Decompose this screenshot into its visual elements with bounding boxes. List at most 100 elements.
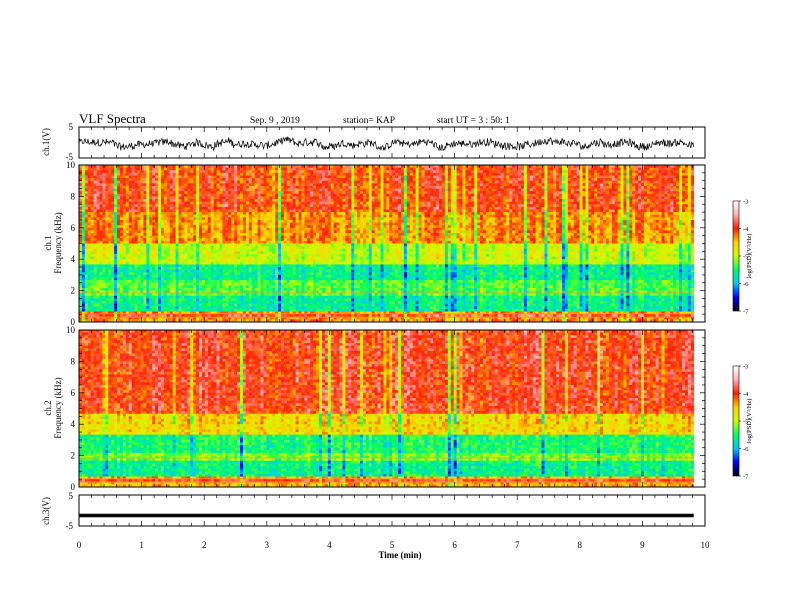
spectrogram-cell [512, 209, 515, 212]
spectrogram-cell [357, 168, 360, 171]
spectrogram-cell [260, 181, 263, 184]
spectrogram-cell [603, 199, 606, 202]
spectrogram-cell [342, 196, 345, 199]
spectrogram-cell [641, 191, 644, 194]
spectrogram-cell [281, 173, 284, 176]
spectrogram-cell [132, 204, 135, 207]
spectrogram-cell [328, 175, 331, 178]
spectrogram-cell [231, 191, 234, 194]
spectrogram-cell [442, 178, 445, 181]
spectrogram-cell [383, 199, 386, 202]
spectrogram-cell [465, 183, 468, 186]
spectrogram-cell [301, 189, 304, 192]
spectrogram-cell [225, 209, 228, 212]
spectrogram-cell [170, 168, 173, 171]
spectrogram-cell [278, 168, 281, 171]
spectrogram-cell [498, 181, 501, 184]
spectrogram-cell [278, 170, 281, 173]
spectrogram-cell [656, 212, 659, 215]
spectrogram-cell [138, 175, 141, 178]
spectrogram-cell [591, 173, 594, 176]
spectrogram-cell [410, 215, 413, 218]
spectrogram-cell [222, 191, 225, 194]
spectrogram-cell [284, 204, 287, 207]
spectrogram-cell [325, 181, 328, 184]
spectrogram-cell [465, 202, 468, 205]
spectrogram-cell [383, 202, 386, 205]
spectrogram-cell [574, 207, 577, 210]
spectrogram-cell [97, 202, 100, 205]
spectrogram-cell [158, 168, 161, 171]
spectrogram-cell [539, 202, 542, 205]
spectrogram-cell [474, 181, 477, 184]
spectrogram-cell [492, 194, 495, 197]
spectrogram-cell [266, 175, 269, 178]
spectrogram-cell [117, 199, 120, 202]
spectrogram-cell [395, 170, 398, 173]
spectrogram-cell [263, 191, 266, 194]
spectrogram-cell [442, 199, 445, 202]
spectrogram-cell [503, 189, 506, 192]
spectrogram-cell [603, 202, 606, 205]
spectrogram-cell [641, 209, 644, 212]
spectrogram-cell [179, 173, 182, 176]
spectrogram-cell [85, 178, 88, 181]
spectrogram-cell [588, 202, 591, 205]
spectrogram-cell [266, 209, 269, 212]
spectrogram-cell [240, 209, 243, 212]
spectrogram-cell [647, 199, 650, 202]
spectrogram-cell [99, 181, 102, 184]
spectrogram-cell [594, 212, 597, 215]
spectrogram-cell [325, 196, 328, 199]
spectrogram-cell [574, 204, 577, 207]
spectrogram-cell [676, 183, 679, 186]
spectrogram-cell [480, 181, 483, 184]
spectrogram-cell [208, 209, 211, 212]
spectrogram-cell [126, 175, 129, 178]
spectrogram-cell [360, 173, 363, 176]
spectrogram-cell [170, 212, 173, 215]
spectrogram-cell [255, 183, 258, 186]
spectrogram-cell [489, 186, 492, 189]
spectrogram-cell [181, 196, 184, 199]
spectrogram-cell [214, 181, 217, 184]
spectrogram-cell [398, 202, 401, 205]
spectrogram-cell [647, 183, 650, 186]
spectrogram-cell [582, 178, 585, 181]
spectrogram-cell [653, 181, 656, 184]
spectrogram-cell [158, 191, 161, 194]
spectrogram-cell [515, 181, 518, 184]
spectrogram-cell [667, 202, 670, 205]
spectrogram-cell [337, 207, 340, 210]
station-label: station= KAP [343, 116, 395, 126]
spectrogram-cell [381, 181, 384, 184]
spectrogram-cell [641, 194, 644, 197]
spectrogram-cell [527, 186, 530, 189]
spectrogram-cell [585, 212, 588, 215]
spectrogram-cell [383, 183, 386, 186]
spectrogram-cell [167, 209, 170, 212]
spectrogram-cell [395, 168, 398, 171]
spectrogram-cell [372, 204, 375, 207]
spectrogram-cell [161, 170, 164, 173]
spectrogram-cell [190, 178, 193, 181]
spectrogram-cell [398, 168, 401, 171]
spectrogram-cell [91, 175, 94, 178]
spectrogram-cell [436, 209, 439, 212]
spectrogram-cell [214, 170, 217, 173]
spectrogram-cell [208, 168, 211, 171]
spectrogram-cell [126, 186, 129, 189]
spectrogram-cell [600, 194, 603, 197]
spectrogram-cell [234, 215, 237, 218]
spectrogram-cell [304, 215, 307, 218]
spectrogram-cell [547, 178, 550, 181]
spectrogram-cell [184, 181, 187, 184]
spectrogram-cell [161, 209, 164, 212]
spectrogram-cell [322, 204, 325, 207]
spectrogram-cell [293, 186, 296, 189]
spectrogram-cell [299, 207, 302, 210]
spectrogram-cell [515, 212, 518, 215]
spectrogram-cell [565, 199, 568, 202]
spectrogram-cell [149, 170, 152, 173]
spectrogram-cell [580, 196, 583, 199]
